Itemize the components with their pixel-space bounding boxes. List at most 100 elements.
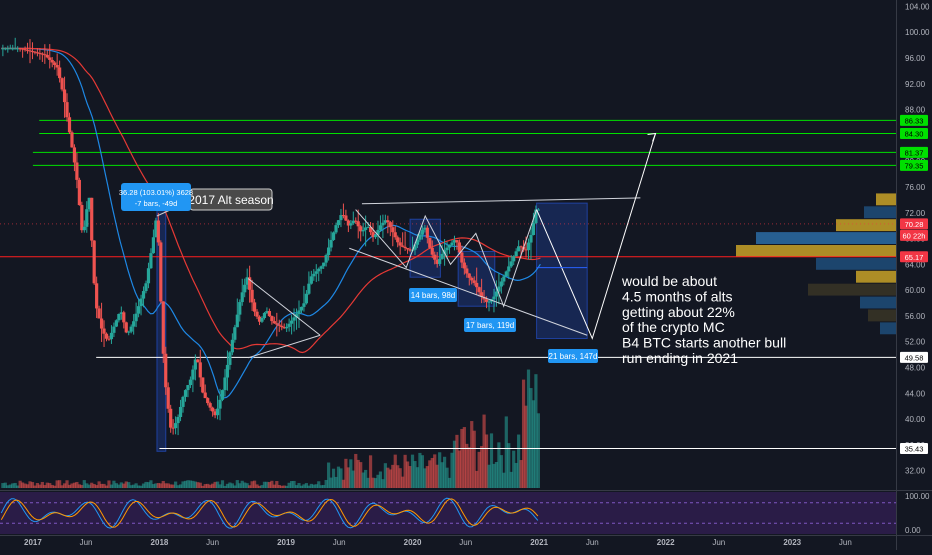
volume-bar: [119, 482, 123, 488]
volume-bar: [16, 485, 20, 488]
volume-bar: [314, 484, 318, 488]
y-tick-label: 100.00: [905, 28, 930, 37]
price-label: 65.17: [905, 253, 924, 262]
candle-body: [109, 332, 114, 340]
y-tick-label: 76.00: [905, 183, 926, 192]
volume-bar: [460, 428, 464, 488]
volume-bar: [193, 481, 197, 488]
candle-body: [351, 220, 355, 224]
candle-body: [393, 232, 397, 238]
time-axis[interactable]: 2017 Jun 2018 Jun 2019 Jun 2020 Jun 2021 Jun 2022 J…: [24, 538, 852, 547]
volume-bar: [30, 482, 35, 488]
volume-bar: [507, 443, 511, 488]
candle-body: [509, 261, 513, 267]
y-tick-label: 60.00: [905, 286, 926, 295]
volume-bar: [452, 440, 457, 488]
x-tick-label: 2019: [277, 538, 295, 547]
candle-body: [134, 313, 138, 322]
volume-bar: [294, 485, 299, 488]
volume-bar: [238, 483, 242, 488]
volume-bar: [292, 480, 296, 488]
candle-body: [507, 266, 511, 272]
volume-bar: [132, 484, 136, 488]
candle-body: [433, 254, 437, 260]
volume-bar: [329, 477, 333, 488]
volume-bar: [502, 472, 506, 488]
osc-tick-label: 0.00: [905, 526, 921, 535]
volume-bar: [166, 483, 170, 488]
volume-bar: [465, 443, 469, 488]
candle-body: [38, 52, 42, 54]
volume-bar: [336, 466, 341, 488]
candle-body: [349, 223, 353, 226]
volume-bar: [327, 462, 331, 488]
volume-bar: [526, 369, 531, 488]
volume-bar: [18, 480, 22, 488]
volume-bar: [8, 484, 12, 488]
candle-body: [97, 308, 101, 319]
candle-body: [312, 273, 316, 277]
candle-body: [1, 48, 5, 50]
volume-bar: [307, 485, 311, 488]
candle-body: [524, 249, 528, 251]
volume-bar: [230, 483, 234, 488]
price-label-box: [900, 351, 928, 363]
candle-body: [450, 242, 454, 246]
candle-body: [386, 220, 390, 223]
candle-body: [361, 229, 365, 232]
candle-body: [186, 385, 190, 391]
volume-profile-bar: [860, 296, 896, 309]
volume-bar: [334, 476, 338, 488]
volume-bar: [60, 485, 64, 488]
volume-bar: [21, 482, 25, 488]
candle-body: [391, 227, 395, 233]
trend-line: [361, 197, 641, 205]
volume-bar: [213, 481, 217, 488]
candle-body: [359, 226, 363, 232]
candle-body: [176, 417, 180, 424]
volume-bar: [102, 483, 106, 488]
oscillator-pane: [0, 497, 896, 529]
candle-body: [16, 48, 20, 50]
candle-body: [457, 242, 462, 253]
volume-profile-bar: [736, 245, 896, 257]
volume-bar: [159, 483, 163, 488]
projection-path: [536, 133, 657, 340]
volume-bar: [521, 379, 526, 488]
x-tick-label: Jun: [206, 538, 219, 547]
candle-body: [30, 51, 35, 53]
measure-label-line1: 36.28 (103.01%) 3628: [119, 188, 193, 197]
candle-body: [122, 312, 126, 323]
candle-body: [462, 262, 466, 269]
candle-body: [519, 246, 523, 248]
candle-body: [3, 48, 7, 50]
volume-bar: [255, 484, 259, 488]
candle-body: [129, 326, 133, 332]
candle-body: [191, 369, 195, 380]
volume-bar: [514, 462, 518, 488]
candle-body: [139, 298, 143, 307]
candle-body: [90, 197, 94, 241]
volume-bar: [164, 483, 168, 488]
volume-bar: [438, 452, 442, 488]
volume-bar: [240, 480, 244, 488]
candle-body: [60, 78, 64, 90]
x-tick-label: 2020: [404, 538, 422, 547]
price-label-box: [900, 146, 928, 158]
y-tick-label: 96.00: [905, 54, 926, 63]
volume-bar: [470, 421, 474, 488]
y-tick-label: 44.00: [905, 389, 926, 398]
volume-bar: [72, 482, 77, 488]
volume-bar: [487, 464, 491, 488]
candle-body: [472, 280, 476, 283]
candle-body: [161, 301, 165, 354]
candle-body: [171, 427, 175, 429]
candle-body: [107, 338, 111, 340]
candle-body: [40, 53, 44, 55]
candle-body: [250, 289, 254, 303]
volume-bar: [381, 479, 385, 488]
candle-body: [99, 318, 104, 329]
candle-body: [188, 379, 193, 386]
candle-body: [48, 57, 52, 60]
